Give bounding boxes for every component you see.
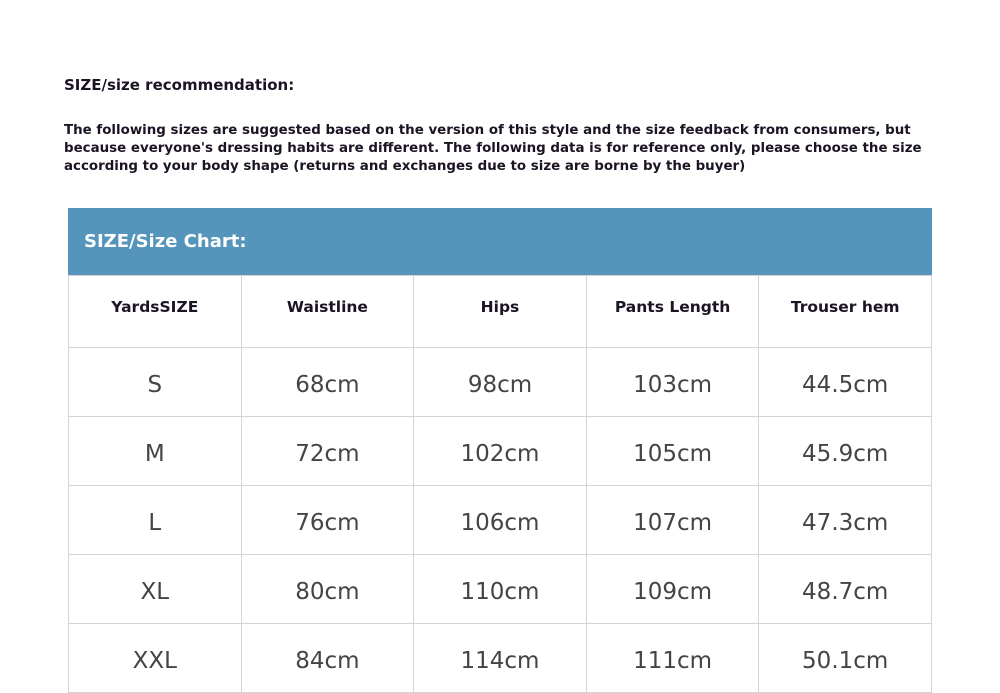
table-cell: 105cm	[585, 416, 760, 486]
table-cell: 50.1cm	[758, 623, 932, 693]
size-chart: SIZE/Size Chart: YardsSIZE Waistline Hip…	[68, 208, 932, 693]
table-row: M 72cm 102cm 105cm 45.9cm	[68, 416, 932, 486]
column-header: Waistline	[240, 275, 415, 348]
table-cell: M	[68, 416, 242, 486]
table-header-row: YardsSIZE Waistline Hips Pants Length Tr…	[68, 275, 932, 348]
table-cell: 98cm	[413, 347, 587, 417]
table-cell: 68cm	[240, 347, 415, 417]
table-row: S 68cm 98cm 103cm 44.5cm	[68, 347, 932, 417]
table-cell: 109cm	[585, 554, 760, 624]
size-chart-banner: SIZE/Size Chart:	[68, 208, 932, 275]
table-cell: 111cm	[585, 623, 760, 693]
table-row: L 76cm 106cm 107cm 47.3cm	[68, 485, 932, 555]
column-header: YardsSIZE	[68, 275, 242, 348]
table-cell: 106cm	[413, 485, 587, 555]
table-cell: 110cm	[413, 554, 587, 624]
size-table: YardsSIZE Waistline Hips Pants Length Tr…	[68, 275, 932, 693]
table-cell: 44.5cm	[758, 347, 932, 417]
table-cell: 45.9cm	[758, 416, 932, 486]
size-description: The following sizes are suggested based …	[64, 123, 922, 174]
table-cell: 102cm	[413, 416, 587, 486]
table-row: XXL 84cm 114cm 111cm 50.1cm	[68, 623, 932, 693]
column-header: Hips	[413, 275, 587, 348]
page-title: SIZE/size recommendation:	[64, 76, 295, 94]
table-cell: 72cm	[240, 416, 415, 486]
table-cell: 80cm	[240, 554, 415, 624]
table-row: XL 80cm 110cm 109cm 48.7cm	[68, 554, 932, 624]
column-header: Pants Length	[585, 275, 760, 348]
table-cell: 47.3cm	[758, 485, 932, 555]
table-cell: L	[68, 485, 242, 555]
table-cell: S	[68, 347, 242, 417]
table-cell: 84cm	[240, 623, 415, 693]
column-header: Trouser hem	[758, 275, 932, 348]
table-cell: XXL	[68, 623, 242, 693]
table-cell: 107cm	[585, 485, 760, 555]
table-cell: 48.7cm	[758, 554, 932, 624]
table-cell: 114cm	[413, 623, 587, 693]
table-cell: 103cm	[585, 347, 760, 417]
table-cell: 76cm	[240, 485, 415, 555]
table-cell: XL	[68, 554, 242, 624]
